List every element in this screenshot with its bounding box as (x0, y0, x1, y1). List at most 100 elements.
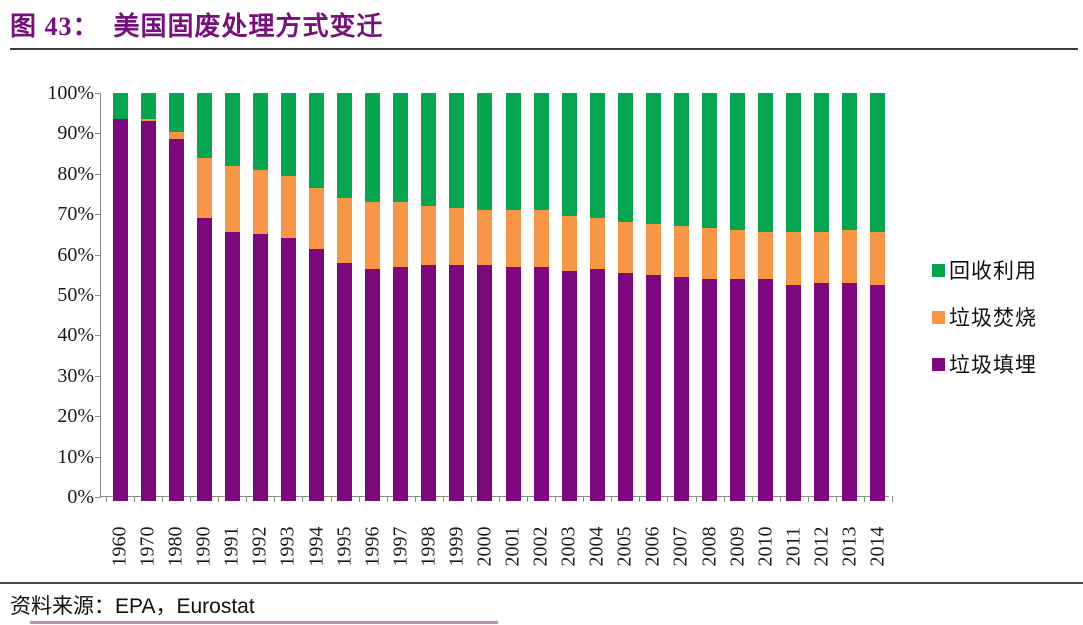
bar-2011-landfill (786, 284, 802, 501)
bar-1990-landfill (196, 218, 212, 501)
bar-1995-incineration (337, 198, 353, 263)
bar-2004-incineration (589, 218, 605, 269)
x-axis-tick (555, 496, 557, 502)
y-axis-tick (95, 375, 101, 377)
bar-1970-incineration (140, 119, 156, 122)
bar-1960-recycling (112, 93, 128, 119)
bar-1991-recycling (224, 93, 240, 166)
bar-2010-recycling (758, 93, 774, 233)
bar-1960-landfill (112, 118, 128, 501)
x-axis-label-2007: 2007 (669, 526, 692, 567)
x-axis-tick (190, 496, 192, 502)
bar-1990 (196, 93, 212, 501)
bar-2014-incineration (870, 232, 886, 285)
x-axis-label-2011: 2011 (782, 526, 805, 567)
bar-1996 (365, 93, 381, 501)
legend-swatch-incineration (932, 310, 945, 324)
y-axis-tick (95, 456, 101, 458)
x-axis-tick (583, 496, 585, 502)
x-axis-label-1996: 1996 (361, 526, 384, 567)
bar-2002-recycling (533, 93, 549, 211)
x-axis-tick (386, 496, 388, 502)
bar-1980 (168, 93, 184, 501)
bar-1993-incineration (280, 175, 296, 239)
bar-1992-recycling (252, 93, 268, 170)
bar-2010-landfill (758, 278, 774, 501)
source-line: 资料来源：EPA，Eurostat (10, 595, 255, 618)
x-axis-label-1980: 1980 (164, 526, 187, 567)
legend-swatch-recycling (932, 263, 945, 277)
bar-1970-recycling (140, 93, 156, 120)
legend-item-incineration: 垃圾焚烧 (932, 305, 1082, 330)
figure-number: 图 43： (10, 12, 100, 41)
bar-1990-recycling (196, 93, 212, 158)
bar-2002-incineration (533, 210, 549, 267)
x-axis-tick (134, 496, 136, 502)
x-axis-tick (246, 496, 248, 502)
bar-2000-incineration (477, 210, 493, 265)
bar-1996-recycling (365, 93, 381, 203)
x-axis-tick (751, 496, 753, 502)
bar-1995-landfill (337, 262, 353, 501)
bar-2006-recycling (645, 93, 661, 225)
bottom-accent-rule (30, 621, 498, 624)
bar-1997-incineration (393, 202, 409, 267)
x-axis-label-2004: 2004 (585, 526, 608, 567)
bar-2013-landfill (842, 282, 858, 501)
x-axis-label-1998: 1998 (417, 526, 440, 567)
bar-2004-landfill (589, 268, 605, 501)
bar-2008-incineration (702, 228, 718, 279)
bar-2003 (561, 93, 577, 501)
bar-2014-recycling (870, 93, 886, 233)
x-axis-label-2005: 2005 (613, 526, 636, 567)
x-axis-label-1990: 1990 (192, 526, 215, 567)
legend-label-landfill: 垃圾填埋 (949, 353, 1037, 377)
x-axis-tick (330, 496, 332, 502)
bar-1992-incineration (252, 169, 268, 235)
bar-1992-landfill (252, 234, 268, 501)
y-axis-tick (95, 173, 101, 175)
x-axis-label-1994: 1994 (305, 526, 328, 567)
bar-1993-recycling (280, 93, 296, 176)
bar-1997-recycling (393, 93, 409, 203)
footer-rule (0, 582, 1083, 584)
y-axis-tick (95, 214, 101, 216)
bar-2003-landfill (561, 270, 577, 501)
x-axis-label-1995: 1995 (333, 526, 356, 567)
bar-1993-landfill (280, 238, 296, 501)
bar-2007-landfill (673, 276, 689, 501)
y-axis-tick (95, 93, 101, 94)
bar-1970-landfill (140, 121, 156, 501)
y-axis-label-100: 100% (47, 82, 94, 104)
x-axis-tick (470, 496, 472, 502)
y-axis-label-70: 70% (57, 203, 94, 226)
bar-2013-incineration (842, 230, 858, 283)
x-axis-label-2009: 2009 (726, 526, 749, 567)
y-axis-label-30: 30% (57, 364, 94, 387)
x-axis-label-2010: 2010 (754, 526, 777, 567)
x-axis-label-1960: 1960 (108, 526, 131, 567)
bar-2005-recycling (617, 93, 633, 223)
x-axis-label-1999: 1999 (445, 526, 468, 567)
plot-area: 1960 1970 1980 1990 1991 1992 1993 1994 1995 1996… (95, 93, 894, 567)
figure-title: 图 43： 美国固废处理方式变迁 (10, 6, 384, 43)
bar-2001-recycling (505, 93, 521, 211)
x-axis-tick (302, 496, 304, 502)
x-axis-tick (162, 496, 164, 502)
bar-2003-recycling (561, 93, 577, 217)
bar-1997 (393, 93, 409, 501)
x-axis-tick (358, 496, 360, 502)
bar-2006-incineration (645, 224, 661, 275)
bar-2009 (730, 93, 746, 501)
x-axis-label-1991: 1991 (220, 526, 243, 567)
y-axis-label-50: 50% (57, 284, 94, 306)
bar-2006-landfill (645, 274, 661, 501)
x-axis-label-2002: 2002 (529, 526, 552, 567)
bar-2009-incineration (730, 230, 746, 279)
x-axis-tick (892, 496, 894, 502)
bar-2009-recycling (730, 93, 746, 231)
x-axis-label-1970: 1970 (136, 526, 159, 567)
x-axis-tick (498, 496, 500, 502)
y-axis-label-0: 0% (67, 486, 94, 508)
